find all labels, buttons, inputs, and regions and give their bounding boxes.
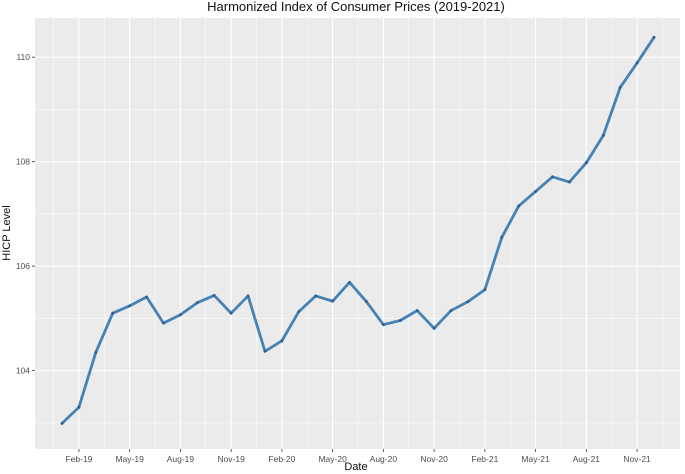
x-tick-label: May-21	[521, 454, 550, 464]
data-point	[517, 204, 521, 208]
data-point	[483, 288, 487, 292]
data-point	[60, 422, 64, 425]
hicp-line	[60, 35, 656, 425]
minor-gridlines	[35, 18, 680, 449]
data-point	[195, 301, 199, 305]
data-point	[568, 180, 571, 184]
y-axis: 104 106 108 110	[16, 52, 35, 376]
data-point	[331, 299, 335, 303]
data-point	[449, 309, 453, 312]
data-point	[534, 190, 537, 193]
data-point	[398, 319, 402, 322]
data-point	[466, 300, 470, 304]
y-tick-label: 108	[16, 157, 30, 167]
data-point	[415, 309, 419, 312]
x-tick-label: Feb-20	[268, 454, 295, 464]
x-tick-label: Nov-20	[420, 454, 448, 464]
x-tick-label: May-20	[318, 454, 347, 464]
data-point	[365, 300, 368, 304]
hicp-series	[60, 35, 656, 425]
data-point	[381, 323, 385, 327]
data-point	[432, 326, 436, 330]
data-point	[77, 405, 81, 409]
data-point	[314, 294, 318, 298]
data-point	[229, 311, 233, 315]
data-point	[94, 350, 98, 354]
data-point	[128, 304, 132, 308]
x-tick-label: Feb-19	[65, 454, 92, 464]
x-tick-label: Feb-21	[471, 454, 498, 464]
data-point	[348, 280, 351, 284]
x-tick-label: Nov-21	[623, 454, 651, 464]
major-gridlines	[35, 18, 680, 449]
data-point	[500, 236, 504, 239]
y-axis-title: HICP Level	[1, 205, 13, 260]
data-point	[111, 311, 115, 315]
data-point	[280, 339, 284, 343]
data-point	[584, 161, 588, 165]
data-point	[652, 35, 656, 39]
y-tick-label: 104	[16, 366, 30, 376]
x-tick-label: Aug-21	[573, 454, 601, 464]
plot-panel	[35, 18, 680, 449]
data-point	[246, 294, 250, 298]
data-point	[551, 175, 554, 179]
y-tick-label: 106	[16, 261, 30, 271]
data-point	[635, 61, 639, 65]
data-point	[297, 310, 301, 314]
y-tick-label: 110	[16, 52, 30, 62]
data-point	[162, 321, 165, 325]
x-tick-label: Aug-19	[167, 454, 195, 464]
x-tick-label: Nov-19	[217, 454, 245, 464]
chart-title: Harmonized Index of Consumer Prices (201…	[207, 0, 505, 14]
data-point	[601, 134, 605, 137]
x-tick-label: May-19	[115, 454, 144, 464]
x-axis-title: Date	[344, 461, 367, 473]
data-point	[618, 86, 622, 89]
data-point	[263, 349, 267, 353]
x-tick-label: Aug-20	[370, 454, 398, 464]
data-point	[212, 294, 216, 297]
data-point	[179, 313, 182, 317]
x-axis: Feb-19 May-19 Aug-19 Nov-19 Feb-20 May-20 Aug-…	[65, 449, 651, 464]
data-point	[145, 295, 148, 299]
